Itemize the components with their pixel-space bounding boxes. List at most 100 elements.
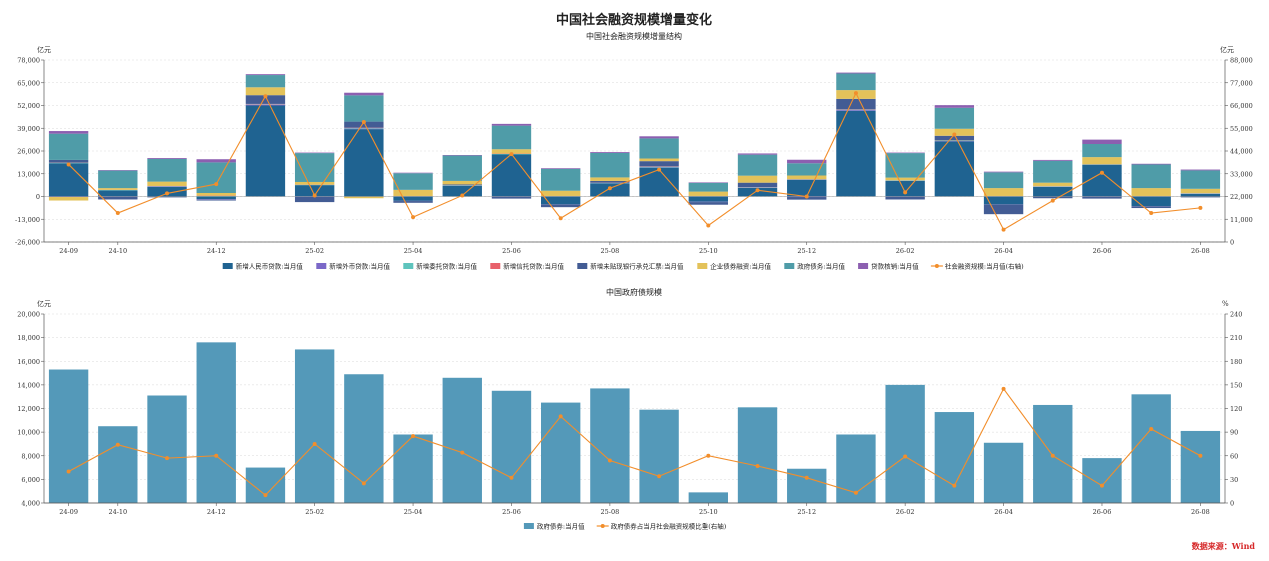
bar-segment [1181,170,1220,188]
x-tick-label: 24-10 [108,508,127,516]
bar [98,426,137,503]
line-point [1002,387,1006,391]
bar [49,370,88,503]
right-tick-label: 120 [1230,405,1242,413]
legend-label: 新增委托贷款:当月值 [416,262,477,271]
chart1-right-unit: 亿元 [1220,45,1234,54]
right-tick-label: 22,000 [1230,193,1253,201]
legend-label: 政府债务:当月值 [797,262,845,271]
bar-segment [393,173,432,190]
right-tick-label: 55,000 [1230,125,1253,133]
bar [443,378,482,503]
line-point [1051,199,1055,203]
bar-segment [344,129,383,196]
x-tick-label: 25-10 [699,247,718,255]
bar-segment [689,197,728,202]
bar-segment [1132,164,1171,188]
bar-segment [935,141,974,196]
bar-segment [639,167,678,168]
line-point [805,476,809,480]
line-point [756,464,760,468]
line-point [1198,454,1202,458]
bar [492,391,531,503]
bar-segment [246,105,285,106]
bar-segment [590,152,629,153]
legend-swatch [697,263,707,269]
bar-segment [197,197,236,200]
left-tick-label: 16,000 [17,358,40,366]
bar-segment [344,95,383,121]
bar-segment [246,106,285,197]
bar-segment [393,201,432,203]
bar-segment [295,153,334,154]
right-tick-label: 180 [1230,358,1242,366]
legend-line-marker [601,524,605,528]
bar [295,349,334,503]
bar-segment [197,193,236,196]
bar-segment [984,188,1023,196]
bar [689,492,728,503]
left-tick-label: 26,000 [17,148,40,156]
left-tick-label: 39,000 [17,125,40,133]
left-tick-label: 8,000 [21,452,40,460]
line-point [214,182,218,186]
bar-segment [984,172,1023,173]
line-point [608,186,612,190]
legend-label: 贷款核销:当月值 [871,262,919,271]
right-tick-label: 90 [1230,429,1238,437]
bar [1082,458,1121,503]
bar-segment [787,176,826,180]
bar-segment [935,105,974,108]
chart1-title: 中国社会融资规模增量结构 [586,31,682,41]
line-series [69,389,1201,495]
legend-swatch [490,263,500,269]
bar-segment [738,153,777,154]
legend-swatch [784,263,794,269]
bar-segment [590,177,629,181]
left-tick-label: -26,000 [15,239,40,247]
bar-segment [836,110,875,111]
bar-segment [689,192,728,196]
line-point [116,211,120,215]
bar-segment [492,197,531,199]
line-point [1002,228,1006,232]
left-tick-label: 4,000 [21,500,40,508]
bar-segment [689,182,728,183]
bar-segment [738,176,777,183]
right-tick-label: 0 [1230,500,1234,508]
bar-segment [393,173,432,174]
line-point [805,195,809,199]
right-tick-label: 240 [1230,311,1242,319]
legend-label: 社会融资规模:当月值(右轴) [945,262,1024,271]
right-tick-label: 210 [1230,334,1242,342]
bar-segment [49,197,88,201]
bar-segment [393,197,432,201]
x-tick-label: 26-06 [1093,508,1112,516]
right-tick-label: 77,000 [1230,79,1253,87]
x-tick-label: 24-09 [59,247,78,255]
legend-line-marker [935,264,939,268]
legend-label: 新增信托贷款:当月值 [503,262,564,271]
bar-segment [49,160,88,163]
line-point [1149,211,1153,215]
line-point [263,493,267,497]
right-tick-label: 33,000 [1230,170,1253,178]
x-tick-label: 24-10 [108,247,127,255]
chart1-plot: -26,000-13,000013,00026,00039,00052,0006… [15,57,1253,256]
legend-swatch [577,263,587,269]
x-tick-label: 25-08 [601,247,620,255]
line-point [509,152,513,156]
bar-segment [541,168,580,169]
bar-segment [443,155,482,156]
bar [639,410,678,503]
bar-segment [443,156,482,181]
bar-segment [246,74,285,75]
left-tick-label: 12,000 [17,405,40,413]
bar-segment [1033,187,1072,197]
bar-segment [147,182,186,186]
x-tick-label: 25-10 [699,508,718,516]
line-point [559,216,563,220]
right-tick-label: 88,000 [1230,57,1253,65]
